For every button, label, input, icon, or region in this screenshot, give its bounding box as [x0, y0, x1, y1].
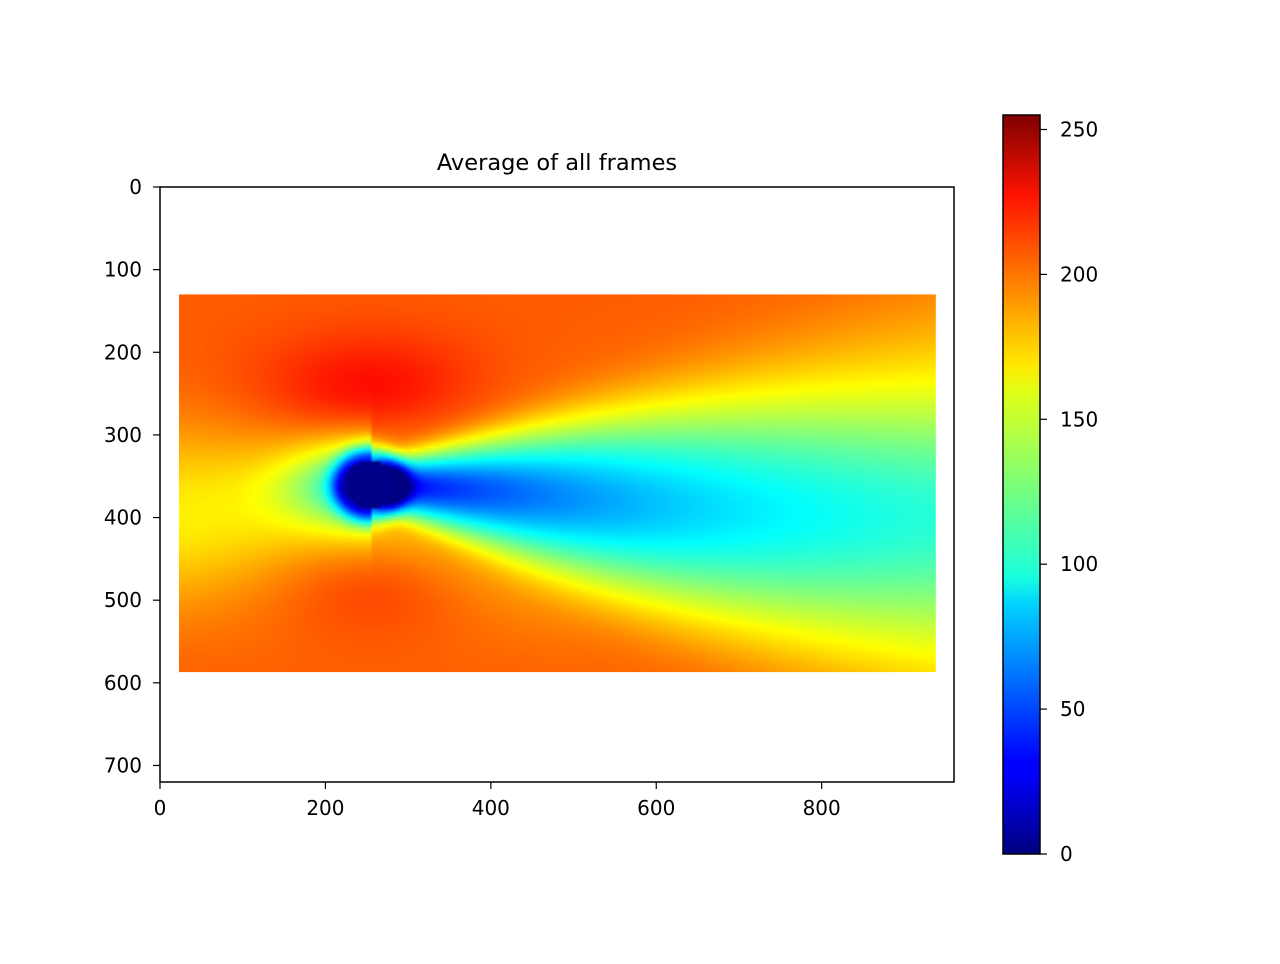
axes-frame [159, 186, 955, 783]
y-tick-label: 700 [104, 753, 142, 777]
colorbar-tick-label: 50 [1060, 697, 1085, 721]
y-tick-label: 500 [104, 588, 142, 612]
y-tick-label: 300 [104, 423, 142, 447]
heatmap-raster [179, 294, 936, 673]
x-tick-label: 800 [803, 796, 841, 820]
chart-title: Average of all frames [437, 150, 677, 176]
y-axis: 0 100 200 300 400 500 600 700 [104, 175, 160, 777]
colorbar-tick-label: 250 [1060, 117, 1098, 141]
y-tick-label: 0 [129, 175, 142, 199]
x-tick-label: 600 [637, 796, 675, 820]
y-tick-label: 600 [104, 671, 142, 695]
x-tick-label: 0 [154, 796, 167, 820]
x-tick-label: 200 [306, 796, 344, 820]
x-axis: 0 200 400 600 800 [154, 782, 841, 820]
x-tick-label: 400 [472, 796, 510, 820]
colorbar-axis: 0 50 100 150 200 250 [1040, 117, 1098, 866]
colorbar-tick-label: 200 [1060, 262, 1098, 286]
colorbar-tick-label: 100 [1060, 552, 1098, 576]
colorbar-tick-label: 0 [1060, 842, 1073, 866]
y-tick-label: 200 [104, 340, 142, 364]
colorbar [1002, 114, 1041, 855]
y-tick-label: 400 [104, 506, 142, 530]
colorbar-tick-label: 150 [1060, 407, 1098, 431]
y-tick-label: 100 [104, 258, 142, 282]
heatmap-image [179, 294, 936, 673]
